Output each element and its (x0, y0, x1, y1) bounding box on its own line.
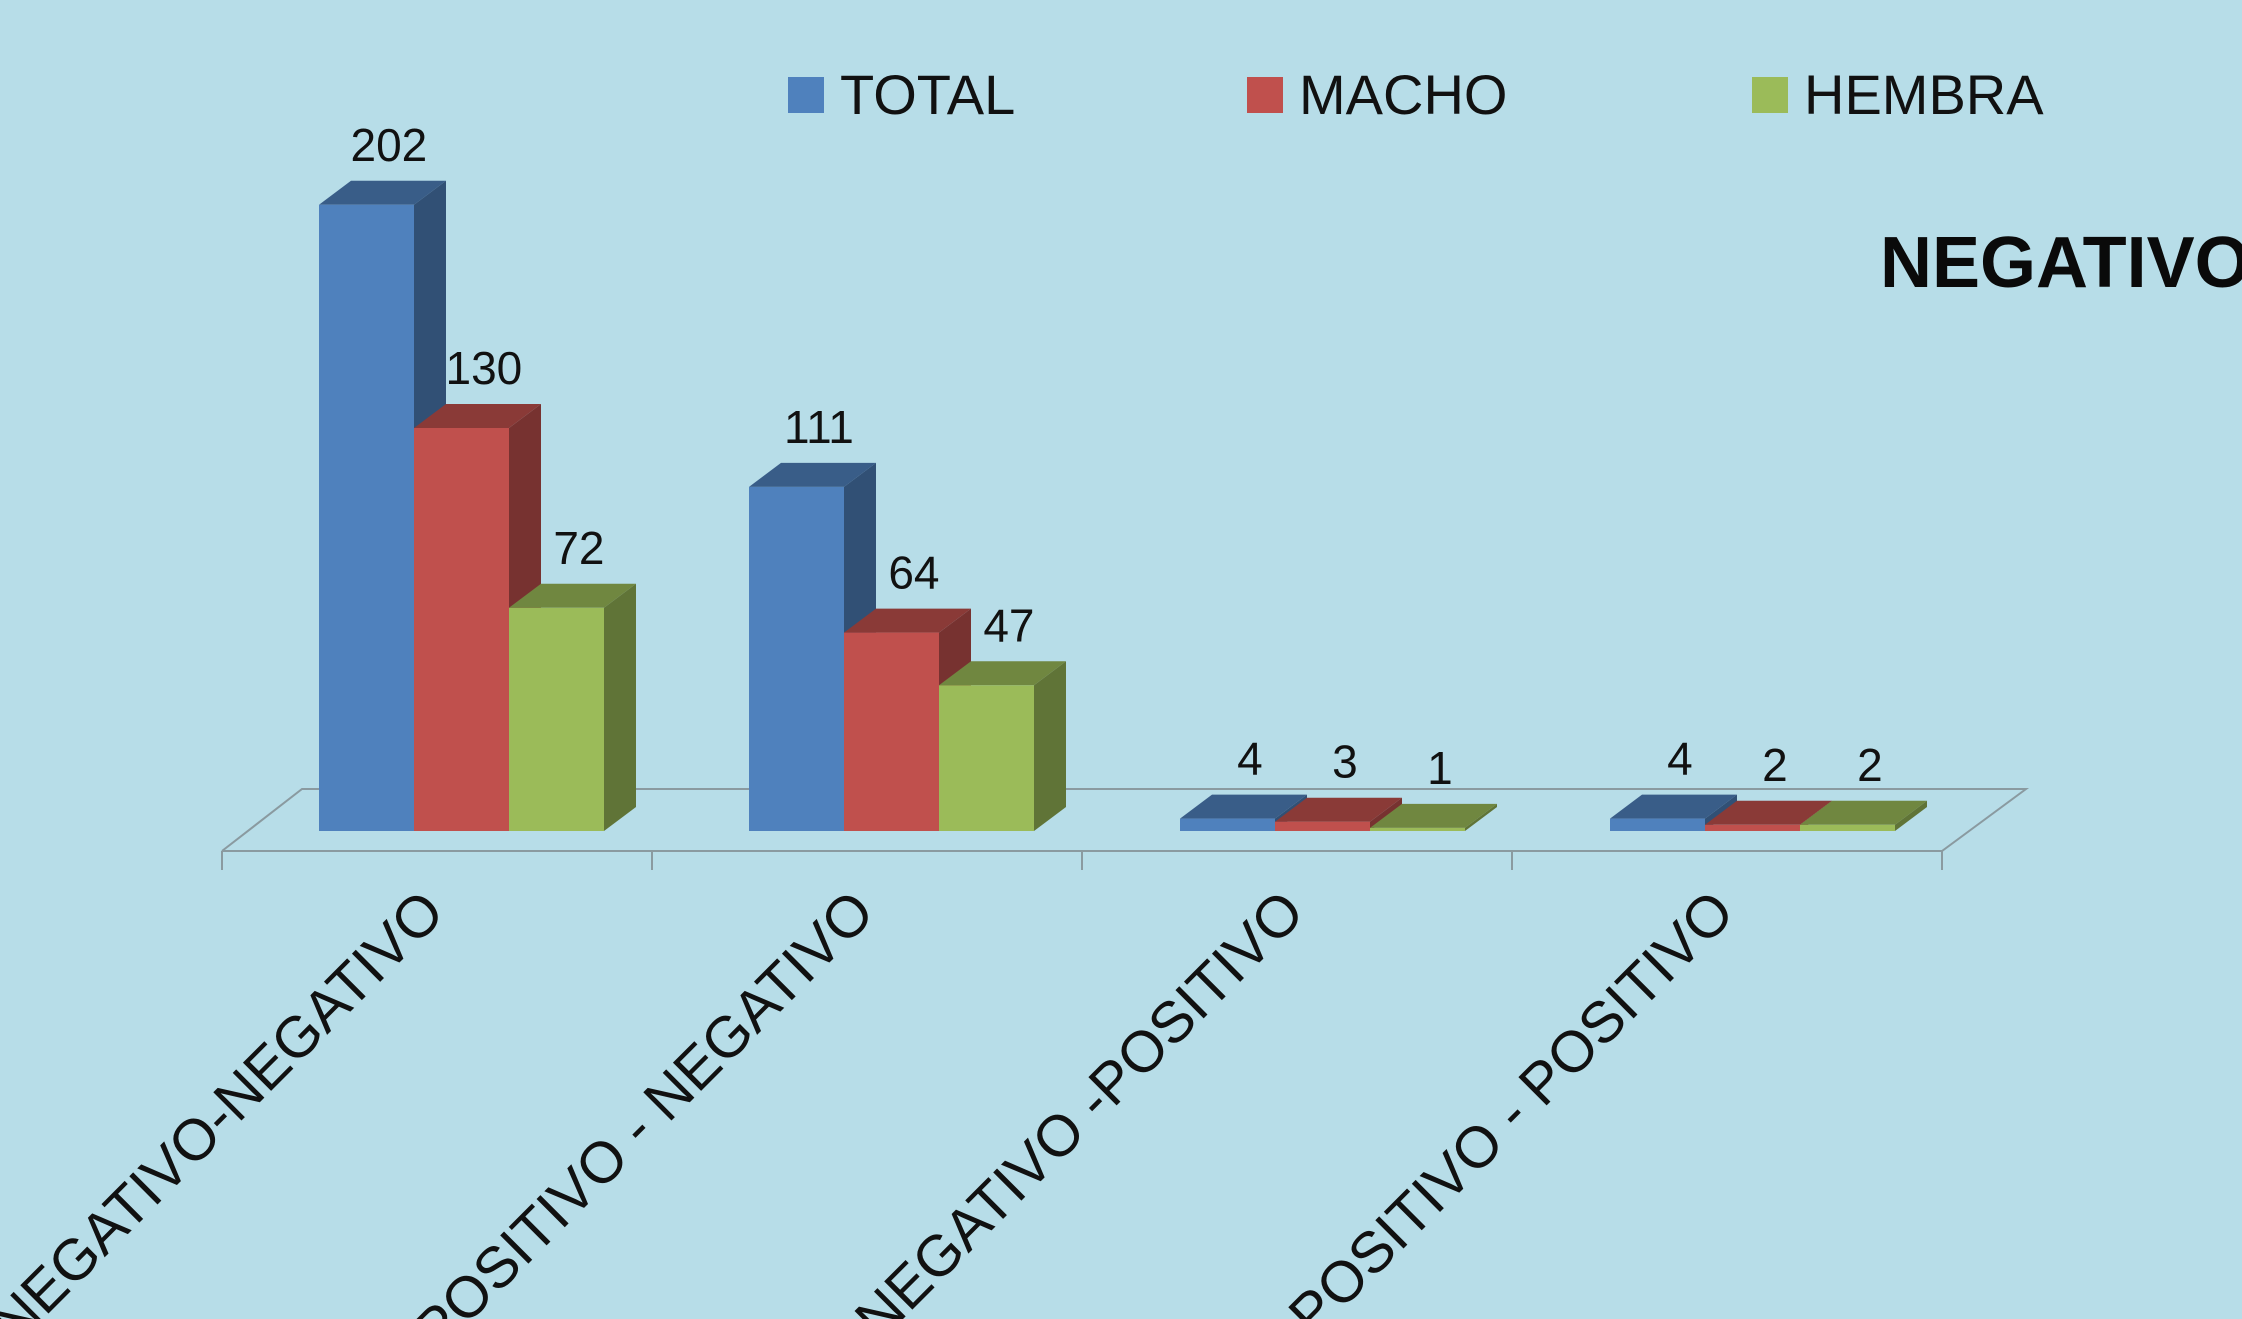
category-label-positivo-negativo: POSITIVO - NEGATIVO (401, 878, 886, 1319)
category-label-positivo-positivo: POSITIVO - POSITIVO (1276, 878, 1746, 1319)
bar-top-negativo-positivo-total (1180, 794, 1307, 819)
bar-positivo-negativo-macho (844, 632, 939, 831)
legend-label-total: TOTAL (840, 63, 1016, 126)
bar-negativo-positivo-macho (1275, 821, 1370, 831)
data-label-positivo-negativo-macho: 64 (888, 547, 939, 599)
bar-top-positivo-positivo-total (1610, 794, 1737, 819)
bar-positivo-positivo-total (1610, 818, 1705, 831)
data-label-positivo-positivo-total: 4 (1667, 733, 1693, 785)
bar-top-negativo-positivo-macho (1275, 797, 1402, 822)
legend-item-hembra: HEMBRA (1752, 62, 2044, 127)
bar-side-positivo-negativo-hembra (1034, 661, 1066, 831)
bar-side-positivo-positivo-hembra (1895, 800, 1927, 831)
bar-negativo-negativo-total (319, 204, 414, 832)
bar-negativo-positivo-total (1180, 818, 1275, 831)
bar-negativo-negativo-macho (414, 428, 509, 831)
category-label-negativo-negativo: NEGATIVO-NEGATIVO (0, 878, 456, 1319)
bar-negativo-positivo-hembra (1370, 827, 1465, 831)
bar-negativo-negativo-hembra (509, 607, 604, 831)
data-label-negativo-positivo-total: 4 (1237, 733, 1263, 785)
category-label-negativo-positivo: NEGATIVO -POSITIVO (843, 878, 1317, 1319)
legend-swatch-macho (1247, 76, 1283, 113)
data-label-negativo-positivo-macho: 3 (1332, 736, 1358, 788)
legend-item-total: TOTAL (788, 62, 1015, 127)
data-label-negativo-negativo-total: 202 (351, 119, 428, 171)
data-label-positivo-negativo-hembra: 47 (983, 599, 1034, 651)
data-label-negativo-positivo-hembra: 1 (1427, 742, 1453, 794)
bar-top-positivo-negativo-total (749, 462, 876, 487)
data-label-positivo-positivo-hembra: 2 (1857, 739, 1883, 791)
legend-swatch-total (788, 76, 824, 113)
bar-positivo-positivo-macho (1705, 824, 1800, 831)
bar-positivo-negativo-total (749, 486, 844, 831)
data-label-negativo-negativo-macho: 130 (446, 342, 523, 394)
bar-top-positivo-negativo-macho (844, 608, 971, 633)
bar-top-negativo-negativo-hembra (509, 583, 636, 608)
bar-top-positivo-positivo-hembra (1800, 800, 1927, 825)
chart-legend: TOTAL MACHO HEMBRA (0, 62, 2242, 132)
data-label-positivo-negativo-total: 111 (784, 401, 854, 453)
data-label-negativo-negativo-hembra: 72 (553, 522, 604, 574)
legend-label-macho: MACHO (1299, 63, 1508, 126)
bar-top-positivo-positivo-macho (1705, 800, 1832, 825)
legend-item-macho: MACHO (1247, 62, 1507, 127)
bar-positivo-negativo-hembra (939, 685, 1034, 831)
legend-swatch-hembra (1752, 76, 1788, 113)
legend-label-hembra: HEMBRA (1804, 63, 2044, 126)
bar-top-negativo-positivo-hembra (1370, 803, 1497, 828)
bar-top-negativo-negativo-macho (414, 404, 541, 428)
side-title: NEGATIVO (1880, 223, 2242, 303)
bar-side-negativo-negativo-hembra (604, 583, 636, 831)
bar-side-negativo-positivo-hembra (1465, 803, 1497, 831)
bar-top-negativo-negativo-total (319, 180, 446, 205)
data-label-positivo-positivo-macho: 2 (1762, 739, 1788, 791)
floor-outline (221, 788, 2030, 852)
bar-positivo-positivo-hembra (1800, 824, 1895, 831)
bar-top-positivo-negativo-hembra (939, 661, 1066, 686)
